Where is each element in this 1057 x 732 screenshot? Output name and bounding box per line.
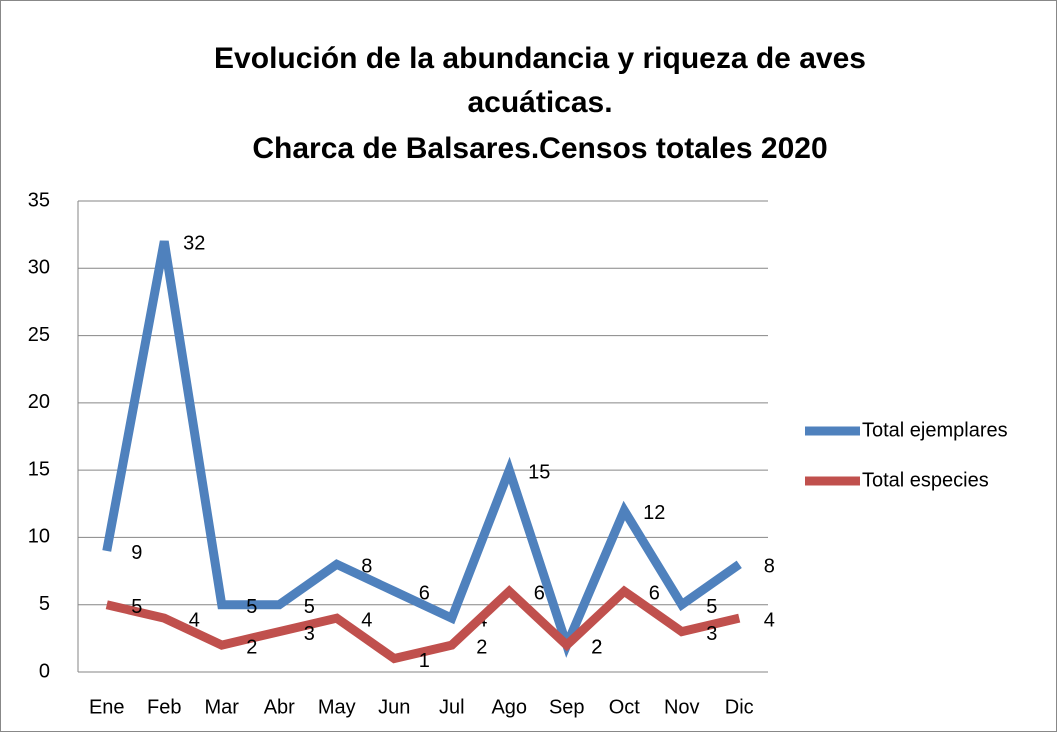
y-tick-label: 0 bbox=[39, 660, 50, 682]
data-label: 4 bbox=[189, 609, 200, 631]
series-line bbox=[105, 585, 741, 664]
data-label: 8 bbox=[764, 556, 775, 578]
x-tick-label: Ene bbox=[89, 696, 125, 718]
data-label: 8 bbox=[361, 556, 372, 578]
data-label: 12 bbox=[643, 502, 665, 524]
data-label: 32 bbox=[183, 233, 205, 255]
x-tick-label: Feb bbox=[147, 696, 181, 718]
data-label: 5 bbox=[706, 596, 717, 618]
x-tick-label: May bbox=[318, 696, 356, 718]
data-label: 2 bbox=[246, 636, 257, 658]
data-label: 6 bbox=[649, 583, 660, 605]
data-label: 9 bbox=[131, 542, 142, 564]
chart-title: acuáticas. bbox=[467, 86, 612, 119]
data-label: 4 bbox=[361, 609, 372, 631]
x-tick-label: Abr bbox=[264, 696, 295, 718]
data-label: 4 bbox=[764, 609, 775, 631]
data-label: 5 bbox=[131, 596, 142, 618]
y-tick-label: 15 bbox=[28, 458, 50, 480]
legend-label: Total especies bbox=[862, 469, 989, 491]
x-tick-label: Sep bbox=[549, 696, 585, 718]
data-label: 3 bbox=[706, 623, 717, 645]
data-label: 6 bbox=[419, 583, 430, 605]
series-line bbox=[102, 240, 742, 658]
x-tick-label: Jul bbox=[439, 696, 465, 718]
y-tick-label: 35 bbox=[28, 189, 50, 211]
chart-title: Charca de Balsares.Censos totales 2020 bbox=[252, 132, 827, 165]
data-label: 5 bbox=[304, 596, 315, 618]
y-tick-label: 30 bbox=[28, 257, 50, 279]
data-label: 3 bbox=[304, 623, 315, 645]
data-label: 1 bbox=[419, 650, 430, 672]
y-tick-label: 10 bbox=[28, 526, 50, 548]
x-tick-label: Jun bbox=[378, 696, 410, 718]
y-tick-label: 5 bbox=[39, 593, 50, 615]
y-tick-label: 20 bbox=[28, 391, 50, 413]
data-label: 2 bbox=[476, 636, 487, 658]
data-label: 6 bbox=[534, 583, 545, 605]
x-tick-label: Oct bbox=[609, 696, 641, 718]
x-tick-label: Mar bbox=[205, 696, 240, 718]
y-tick-label: 25 bbox=[28, 324, 50, 346]
chart-title: Evolución de la abundancia y riqueza de … bbox=[214, 42, 866, 75]
data-label: 5 bbox=[246, 596, 257, 618]
data-label: 2 bbox=[591, 636, 602, 658]
x-tick-label: Dic bbox=[725, 696, 754, 718]
x-tick-label: Ago bbox=[491, 696, 527, 718]
data-label: 2 bbox=[591, 636, 602, 658]
x-tick-label: Nov bbox=[664, 696, 700, 718]
data-label: 15 bbox=[528, 461, 550, 483]
legend-label: Total ejemplares bbox=[862, 419, 1008, 441]
